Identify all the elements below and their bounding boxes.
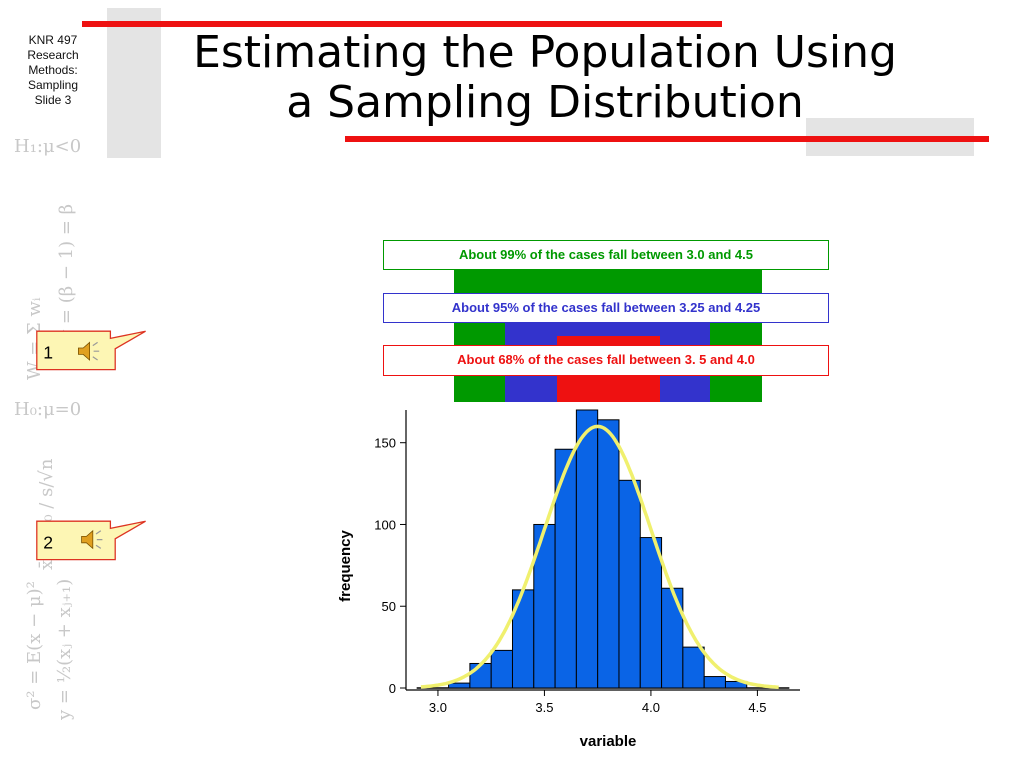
band-label-99: About 99% of the cases fall between 3.0 … — [383, 240, 829, 270]
callout-number: 1 — [43, 342, 53, 362]
slide-label-line: Methods: — [28, 63, 78, 77]
audio-callout-1[interactable]: 1 — [32, 322, 152, 382]
histogram-bars — [416, 409, 790, 689]
x-tick-label: 4.0 — [642, 700, 660, 715]
y-tick-label: 0 — [389, 681, 396, 696]
x-tick-label: 3.5 — [535, 700, 553, 715]
decor-red-line-bottom — [345, 136, 989, 142]
svg-text:y = (β − 1) = β: y = (β − 1) = β — [56, 204, 77, 341]
x-tick-label: 4.5 — [748, 700, 766, 715]
decor-red-line-top — [82, 21, 722, 27]
histogram-bar — [682, 646, 705, 689]
slide-label: KNR 497 Research Methods: Sampling Slide… — [18, 33, 88, 108]
y-axis-label: frequency — [337, 530, 354, 602]
slide-title: Estimating the Population Using a Sampli… — [160, 28, 930, 128]
y-tick-label: 100 — [374, 517, 396, 532]
histogram-bar — [724, 680, 748, 689]
histogram-bar — [490, 649, 513, 689]
speaker-icon[interactable] — [78, 341, 100, 361]
slide-label-line: Slide 3 — [34, 93, 72, 107]
callout-number: 2 — [43, 532, 53, 552]
band-label-95: About 95% of the cases fall between 3.25… — [383, 293, 829, 323]
x-axis-label: variable — [580, 733, 637, 750]
svg-text:σ² = E(x − μ)²: σ² = E(x − μ)² — [24, 581, 45, 710]
slide-title-line: a Sampling Distribution — [286, 77, 804, 128]
svg-text:H₁:μ<0: H₁:μ<0 — [14, 136, 81, 157]
speaker-icon[interactable] — [81, 529, 103, 550]
band-label-68: About 68% of the cases fall between 3. 5… — [383, 345, 829, 376]
slide-label-line: KNR 497 — [28, 33, 78, 47]
histogram-bar — [618, 479, 641, 689]
histogram-bar — [661, 587, 684, 689]
callout-shape — [36, 330, 146, 371]
slide-label-line: Research — [27, 48, 79, 62]
histogram-chart: 0 50 100 150 3.0 3.5 4.0 4.5 variable frequency — [320, 402, 820, 762]
histogram-bar — [469, 662, 492, 689]
histogram-bar — [575, 409, 599, 689]
histogram-bar — [703, 676, 726, 689]
histogram-bar — [597, 419, 620, 689]
histogram-bar — [639, 537, 663, 689]
histogram-bar — [448, 682, 471, 689]
chart-axes: 0 50 100 150 3.0 3.5 4.0 4.5 — [374, 410, 800, 715]
y-tick-label: 150 — [374, 436, 396, 451]
y-tick-label: 50 — [382, 599, 396, 614]
slide-title-line: Estimating the Population Using — [193, 27, 897, 78]
normal-curve — [420, 424, 779, 689]
x-tick-label: 3.0 — [429, 700, 447, 715]
slide-label-line: Sampling — [27, 78, 79, 92]
svg-text:H₀:μ=0: H₀:μ=0 — [14, 399, 81, 420]
formula-watermark: H₁:μ<0 H₀:μ=0 σ² = E(x − μ)² y = ½(xⱼ + … — [14, 136, 81, 721]
decor-gray-bar-top — [107, 8, 161, 158]
audio-callout-2[interactable]: 2 — [32, 512, 152, 572]
svg-text:y = ½(xⱼ + xⱼ₊₁): y = ½(xⱼ + xⱼ₊₁) — [54, 579, 75, 721]
